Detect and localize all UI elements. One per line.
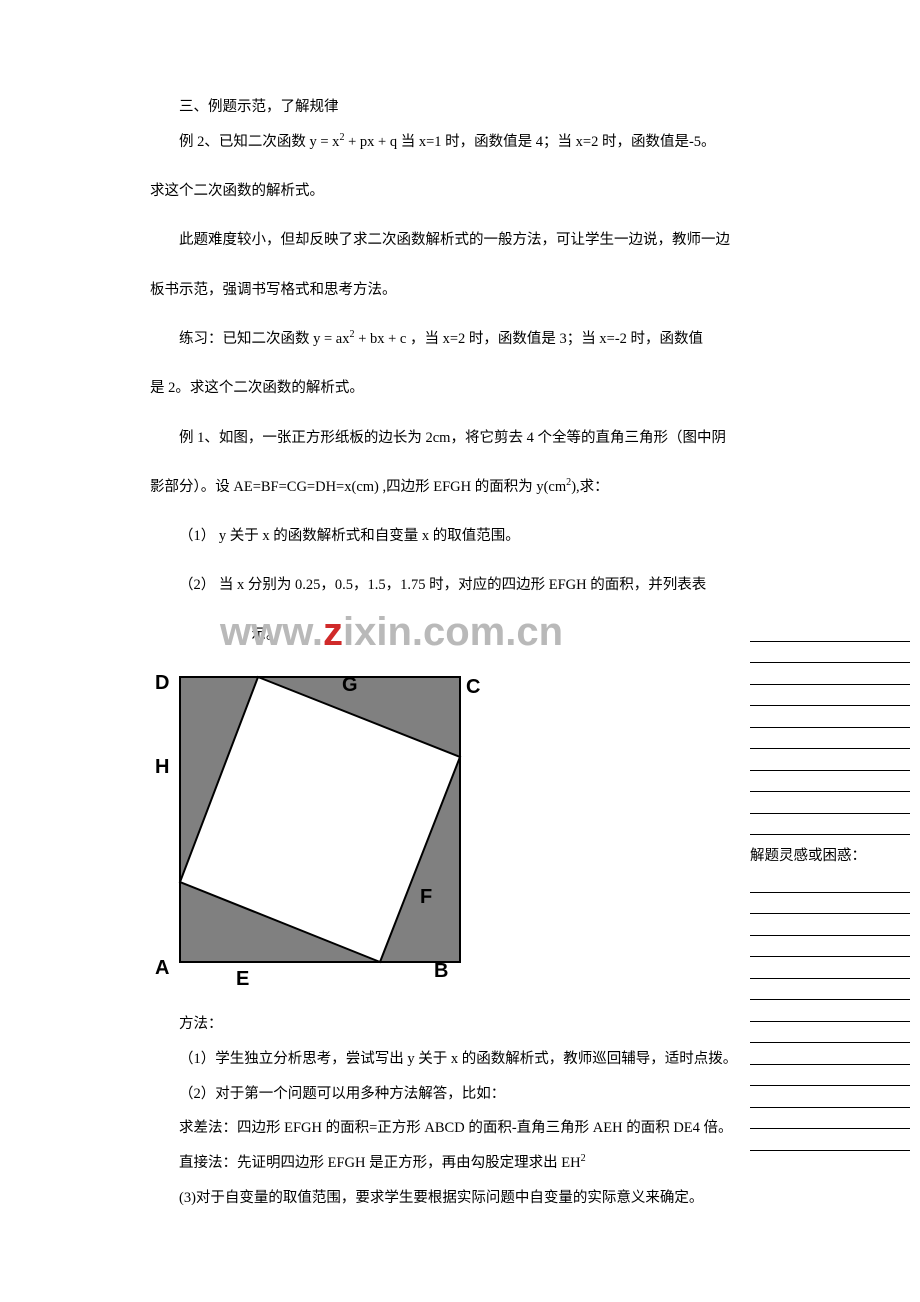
diagram-container: D G C H F A E B [150, 667, 800, 1007]
practice-line1: 练习：已知二次函数 y = ax2 + bx + c ，当 x=2 时，函数值是… [150, 322, 800, 357]
svg-text:D: D [155, 672, 169, 694]
ex2-prefix: 例 2、已知二次函数 [179, 134, 310, 150]
method-direct-prefix: 直接法：先证明四边形 EFGH 是正方形，再由勾股定理求出 EH [179, 1155, 581, 1171]
practice-prefix: 练习：已知二次函数 [179, 331, 313, 347]
svg-text:B: B [434, 960, 448, 982]
svg-text:G: G [342, 674, 358, 696]
method-label: 方法： [150, 1007, 800, 1042]
svg-text:F: F [420, 886, 432, 908]
svg-text:E: E [236, 968, 249, 990]
example1-q2-cont: 示。 [179, 618, 800, 653]
example1-line2: 影部分）。设 AE=BF=CG=DH=x(cm) ,四边形 EFGH 的面积为 … [150, 470, 800, 505]
method-direct: 直接法：先证明四边形 EFGH 是正方形，再由勾股定理求出 EH2 [150, 1146, 800, 1181]
example2-line2: 求这个二次函数的解析式。 [150, 174, 800, 209]
commentary-line2: 板书示范，强调书写格式和思考方法。 [150, 273, 800, 308]
ex2-formula: y = x2 + px + q [310, 134, 398, 150]
practice-formula: y = ax2 + bx + c [313, 331, 406, 347]
ex1-l2-suffix: ),求： [571, 479, 608, 495]
ex1-l2-prefix: 影部分）。设 AE=BF=CG=DH=x(cm) ,四边形 EFGH 的面积为 … [150, 479, 566, 495]
svg-text:H: H [155, 756, 169, 778]
method-step3: (3)对于自变量的取值范围，要求学生要根据实际问题中自变量的实际意义来确定。 [150, 1181, 800, 1216]
svg-text:A: A [155, 957, 169, 979]
ex2-mid: 当 x=1 时，函数值是 4；当 x=2 时，函数值是-5。 [397, 134, 715, 150]
example1-q2: （2） 当 x 分别为 0.25，0.5，1.5，1.75 时，对应的四边形 E… [179, 568, 800, 603]
method-step2: （2）对于第一个问题可以用多种方法解答，比如： [150, 1077, 800, 1112]
method-diff: 求差法：四边形 EFGH 的面积=正方形 ABCD 的面积-直角三角形 AEH … [150, 1111, 800, 1146]
section-heading: 三、例题示范，了解规律 [150, 90, 800, 125]
example1-line1: 例 1、如图，一张正方形纸板的边长为 2cm，将它剪去 4 个全等的直角三角形（… [150, 421, 800, 456]
method-direct-sup: 2 [581, 1153, 586, 1164]
notes-column: 解题灵感或困惑： [750, 620, 910, 1157]
method-step1: （1）学生独立分析思考，尝试写出 y 关于 x 的函数解析式，教师巡回辅导，适时… [150, 1042, 800, 1077]
example2-line1: 例 2、已知二次函数 y = x2 + px + q 当 x=1 时，函数值是 … [150, 125, 800, 160]
example1-q1: （1） y 关于 x 的函数解析式和自变量 x 的取值范围。 [179, 519, 800, 554]
practice-line2: 是 2。求这个二次函数的解析式。 [150, 371, 800, 406]
commentary-line1: 此题难度较小，但却反映了求二次函数解析式的一般方法，可让学生一边说，教师一边 [150, 223, 800, 258]
svg-text:C: C [466, 676, 480, 698]
square-diagram: D G C H F A E B [150, 667, 480, 1007]
practice-mid: ，当 x=2 时，函数值是 3；当 x=-2 时，函数值 [406, 331, 703, 347]
